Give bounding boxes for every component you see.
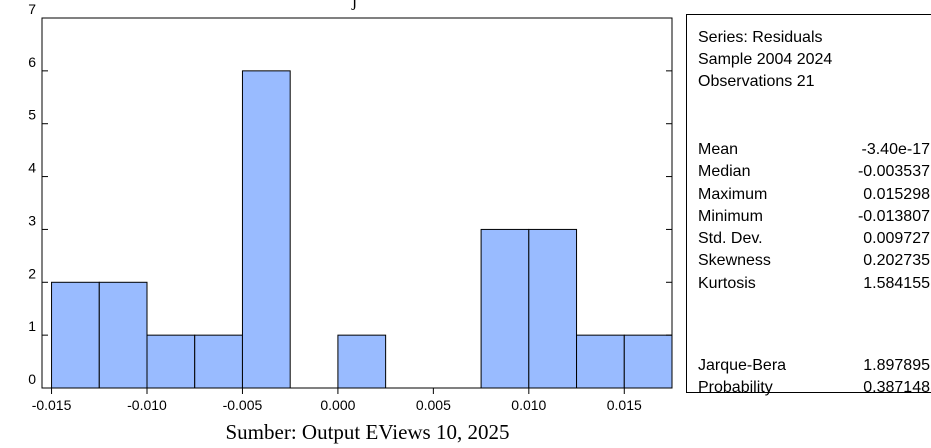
descriptive-stats-panel: Series: Residuals Sample 2004 2024 Obser… (686, 14, 931, 396)
x-tick-label: 0.010 (511, 397, 546, 413)
stats-row: Maximum 0.015298 (698, 184, 930, 206)
stats-row: Kurtosis 1.584155 (698, 273, 930, 295)
x-tick-label: 0.000 (320, 397, 355, 413)
y-tick-label: 7 (28, 1, 36, 17)
stats-sample-line: Sample 2004 2024 (698, 51, 833, 68)
histogram-bar (98, 281, 148, 389)
stats-row-label: Minimum (698, 207, 763, 225)
stats-row-label: Mean (698, 141, 739, 158)
stats-row: Mean -3.40e-17 (698, 139, 930, 161)
stats-row-value: 1.584155 (863, 274, 930, 292)
stats-row-value: 0.387148 (863, 379, 930, 397)
histogram-bar (241, 70, 291, 389)
stats-series-line: Series: Residuals (698, 29, 823, 46)
y-tick-label: 0 (28, 371, 36, 387)
stats-row-value: 0.009727 (863, 230, 930, 248)
histogram-bar (623, 334, 673, 389)
stats-row: Median -0.003537 (698, 161, 930, 183)
histogram-bar (480, 228, 530, 389)
stats-row-label: Skewness (698, 252, 771, 270)
stats-observations-line: Observations 21 (698, 73, 815, 90)
stats-row: Jarque-Bera 1.897895 (698, 355, 930, 377)
stats-header: Series: Residuals Sample 2004 2024 Obser… (698, 27, 832, 93)
stats-row-value: -0.003537 (857, 163, 930, 181)
stats-row-label: Probability (698, 379, 773, 397)
stats-row-value: 0.015298 (863, 185, 930, 203)
stats-row-label: Kurtosis (698, 274, 756, 292)
stats-row-value: 0.202735 (863, 252, 930, 270)
histogram-bar (194, 334, 243, 389)
stats-row-label: Std. Dev. (698, 230, 763, 248)
stats-row: Probability 0.387148 (698, 377, 930, 399)
x-tick-label: 0.005 (416, 397, 451, 413)
stats-table: Mean -3.40e-17 Median -0.003537 Maximum 0.0… (698, 139, 930, 295)
y-tick-label: 4 (28, 160, 36, 176)
normality-test-table: Jarque-Bera 1.897895 Probability 0.387148 (698, 355, 930, 400)
stats-row-value: 1.897895 (863, 357, 930, 374)
x-tick-label: -0.010 (127, 397, 167, 413)
stats-row-label: Maximum (698, 185, 768, 203)
stats-row: Minimum -0.013807 (698, 206, 930, 228)
histogram-bar (146, 334, 196, 389)
stats-row-value: -3.40e-17 (861, 141, 931, 158)
stats-row: Skewness 0.202735 (698, 250, 930, 272)
histogram-bar (51, 281, 100, 389)
chart-title-fragment: j (352, 0, 358, 10)
histogram-chart: 0 1 2 3 4 5 6 7 -0.015 -0.010 -0.005 0.000 0.005 0.01… (28, 1, 673, 413)
x-tick-label: -0.015 (32, 397, 72, 413)
histogram-bar (528, 228, 578, 389)
histogram-bar (576, 334, 625, 389)
x-tick-label: -0.005 (223, 397, 263, 413)
stats-row: Std. Dev. 0.009727 (698, 228, 930, 250)
stats-row-value: -0.013807 (857, 207, 930, 225)
plot-frame-outline (41, 17, 673, 389)
y-tick-label: 6 (28, 54, 36, 70)
y-tick-label: 3 (28, 212, 36, 228)
histogram-bar (337, 334, 387, 389)
x-tick-label: 0.015 (607, 397, 642, 413)
y-tick-label: 2 (28, 265, 36, 281)
stats-row-label: Jarque-Bera (698, 357, 787, 374)
y-tick-label: 5 (28, 107, 36, 123)
stats-row-label: Median (698, 163, 751, 181)
figure-caption: Sumber: Output EViews 10, 2025 (225, 420, 510, 444)
y-tick-label: 1 (28, 318, 36, 334)
